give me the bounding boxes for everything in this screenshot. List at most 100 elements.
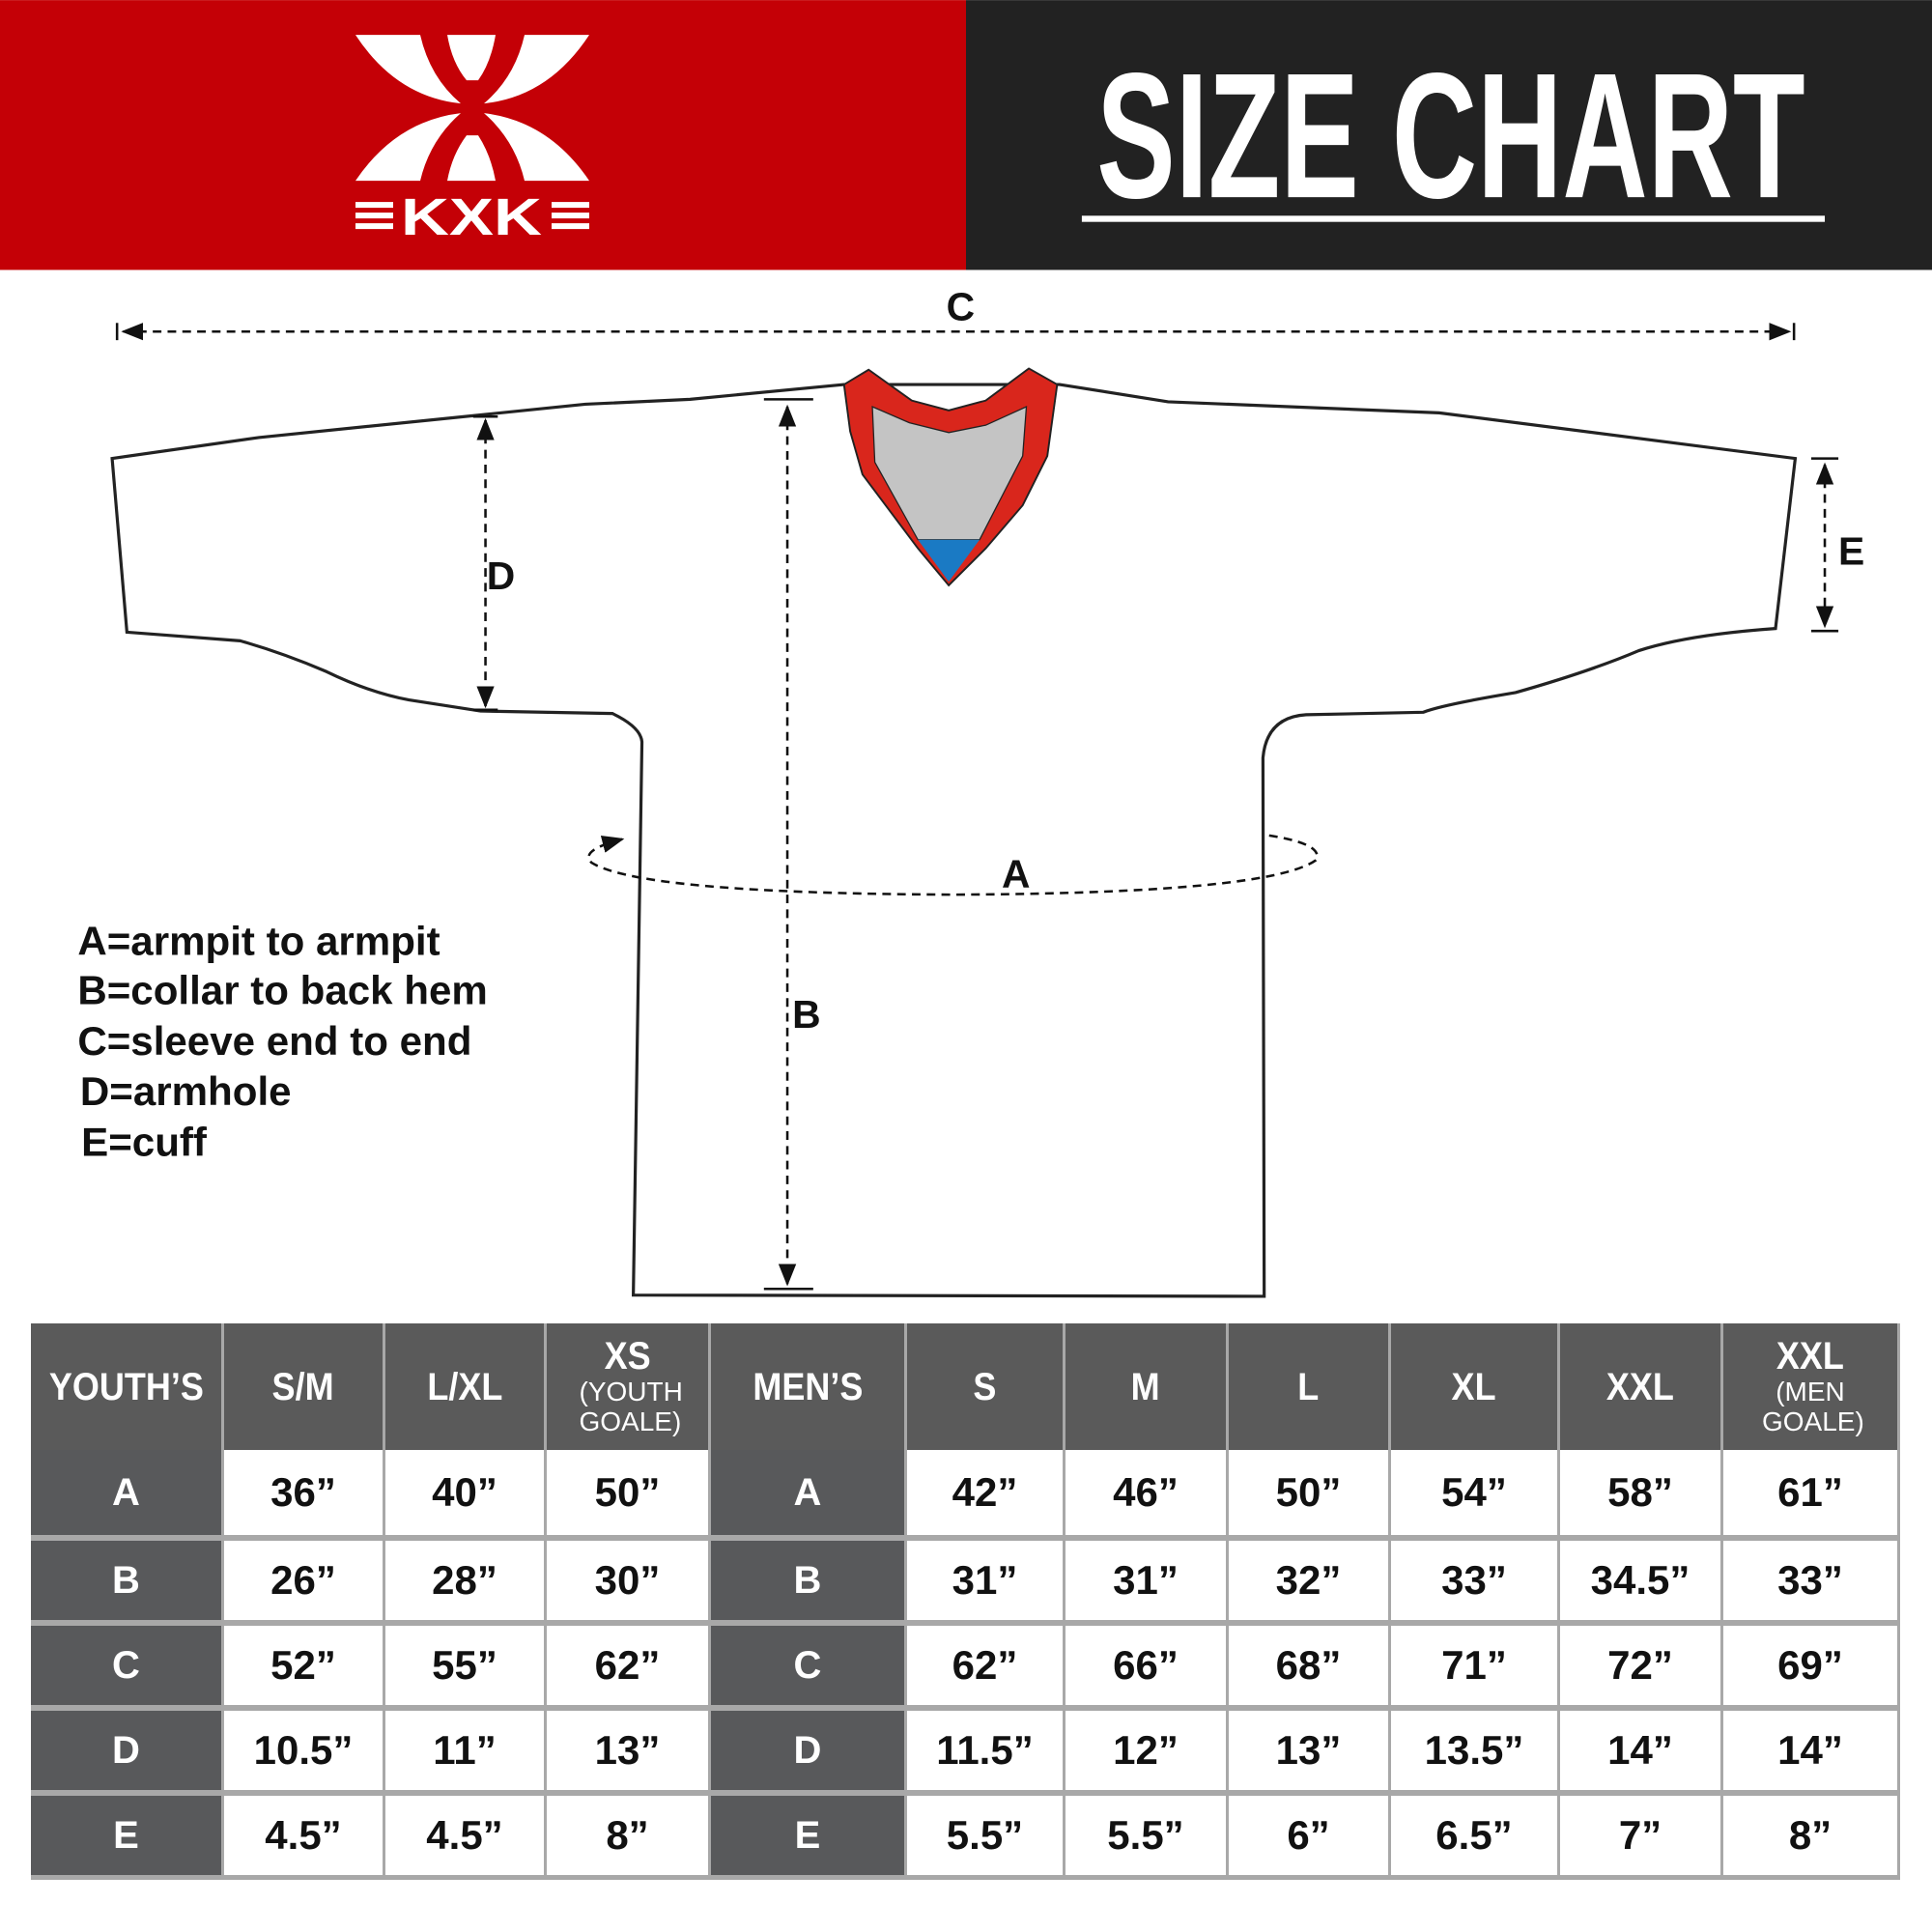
row-label: C <box>31 1620 224 1705</box>
size-table: YOUTH’S S/M L/XL XS (YOUTH GOALE) MEN’S S M L XL X… <box>31 1323 1900 1880</box>
label-e: E <box>1838 528 1864 573</box>
row-label: E <box>711 1790 907 1875</box>
column-header-label: XXL <box>1776 1334 1845 1378</box>
youth-size-value: 30” <box>547 1535 711 1620</box>
men-size-value: 5.5” <box>1065 1790 1229 1875</box>
collar-inner <box>871 405 1028 541</box>
men-size-value: 6.5” <box>1391 1790 1560 1875</box>
column-header-label: YOUTH’S <box>48 1365 204 1408</box>
youth-size-value: 4.5” <box>385 1790 547 1875</box>
men-size-value: 46” <box>1065 1450 1229 1535</box>
youth-size-value: 11” <box>385 1705 547 1790</box>
men-size-value: 62” <box>907 1620 1065 1705</box>
column-header-label: MEN’S <box>752 1365 864 1408</box>
men-size-value: 13” <box>1229 1705 1391 1790</box>
men-size-value: 34.5” <box>1560 1535 1723 1620</box>
men-size-value: 72” <box>1560 1620 1723 1705</box>
youth-size-value: 52” <box>224 1620 385 1705</box>
men-size-value: 32” <box>1229 1535 1391 1620</box>
legend-line: B=collar to back hem <box>77 968 487 1013</box>
legend-line: E=cuff <box>81 1120 208 1165</box>
men-size-value: 33” <box>1391 1535 1560 1620</box>
youth-size-value: 4.5” <box>224 1790 385 1875</box>
title-underline <box>1081 215 1826 222</box>
youth-size-value: 36” <box>224 1450 385 1535</box>
column-header: XS (YOUTH GOALE) <box>547 1323 711 1450</box>
label-c: C <box>947 285 975 329</box>
column-header-label: XXL <box>1605 1365 1675 1408</box>
men-size-value: 58” <box>1560 1450 1723 1535</box>
men-size-value: 71” <box>1391 1620 1560 1705</box>
men-size-value: 68” <box>1229 1620 1391 1705</box>
men-size-value: 11.5” <box>907 1705 1065 1790</box>
row-label: D <box>31 1705 224 1790</box>
column-header: MEN’S <box>711 1323 907 1450</box>
column-header-label: XS <box>604 1334 651 1378</box>
column-header-label: L/XL <box>426 1365 502 1408</box>
row-label: A <box>31 1450 224 1535</box>
measurement-legend: A=armpit to armpit B=collar to back hem … <box>77 919 487 1165</box>
column-header: M <box>1065 1323 1229 1450</box>
column-header: XXL <box>1560 1323 1723 1450</box>
row-label: D <box>711 1705 907 1790</box>
men-size-value: 12” <box>1065 1705 1229 1790</box>
men-size-value: 69” <box>1723 1620 1900 1705</box>
legend-line: A=armpit to armpit <box>77 919 440 964</box>
legend-line: D=armhole <box>80 1068 292 1114</box>
men-size-value: 14” <box>1560 1705 1723 1790</box>
men-size-value: 50” <box>1229 1450 1391 1535</box>
men-size-value: 8” <box>1723 1790 1900 1875</box>
legend-line: C=sleeve end to end <box>77 1018 471 1064</box>
men-size-value: 33” <box>1723 1535 1900 1620</box>
men-size-value: 31” <box>1065 1535 1229 1620</box>
label-d: D <box>487 554 515 598</box>
youth-size-value: 28” <box>385 1535 547 1620</box>
jersey-outline <box>110 383 1798 1298</box>
column-header: XL <box>1391 1323 1560 1450</box>
youth-size-value: 50” <box>547 1450 711 1535</box>
column-header: L/XL <box>385 1323 547 1450</box>
men-size-value: 61” <box>1723 1450 1900 1535</box>
column-header-label: S/M <box>271 1365 335 1408</box>
column-header: S <box>907 1323 1065 1450</box>
label-b: B <box>792 992 820 1037</box>
size-chart-graphic: KXK SIZE CHART C D B E A A=armpit to arm… <box>0 0 1932 1298</box>
men-size-value: 6” <box>1229 1790 1391 1875</box>
youth-size-value: 26” <box>224 1535 385 1620</box>
title-banner <box>966 0 1932 270</box>
youth-size-value: 62” <box>547 1620 711 1705</box>
column-header: YOUTH’S <box>31 1323 224 1450</box>
youth-size-value: 10.5” <box>224 1705 385 1790</box>
youth-size-value: 13” <box>547 1705 711 1790</box>
column-header-sublabel: (MEN GOALE) <box>1762 1376 1864 1436</box>
row-label: A <box>711 1450 907 1535</box>
row-label: B <box>711 1535 907 1620</box>
column-header-sublabel: (YOUTH GOALE) <box>579 1376 683 1436</box>
page-title: SIZE CHART <box>1096 37 1804 236</box>
men-size-value: 13.5” <box>1391 1705 1560 1790</box>
youth-size-value: 40” <box>385 1450 547 1535</box>
men-size-value: 5.5” <box>907 1790 1065 1875</box>
row-label: B <box>31 1535 224 1620</box>
men-size-value: 54” <box>1391 1450 1560 1535</box>
column-header-label: L <box>1297 1365 1320 1408</box>
column-header-label: XL <box>1451 1365 1497 1408</box>
label-a: A <box>1002 851 1030 895</box>
men-size-value: 66” <box>1065 1620 1229 1705</box>
kxk-logo: KXK <box>355 35 589 246</box>
row-label: E <box>31 1790 224 1875</box>
youth-size-value: 8” <box>547 1790 711 1875</box>
column-header-label: M <box>1130 1365 1160 1408</box>
row-label: C <box>711 1620 907 1705</box>
column-header: L <box>1229 1323 1391 1450</box>
measure-a-loop <box>587 834 1319 896</box>
column-header: S/M <box>224 1323 385 1450</box>
men-size-value: 14” <box>1723 1705 1900 1790</box>
men-size-value: 7” <box>1560 1790 1723 1875</box>
youth-size-value: 55” <box>385 1620 547 1705</box>
logo-text: KXK <box>401 188 542 246</box>
column-header: XXL (MEN GOALE) <box>1723 1323 1900 1450</box>
men-size-value: 31” <box>907 1535 1065 1620</box>
column-header-label: S <box>973 1365 997 1408</box>
collar-tip <box>918 539 980 582</box>
